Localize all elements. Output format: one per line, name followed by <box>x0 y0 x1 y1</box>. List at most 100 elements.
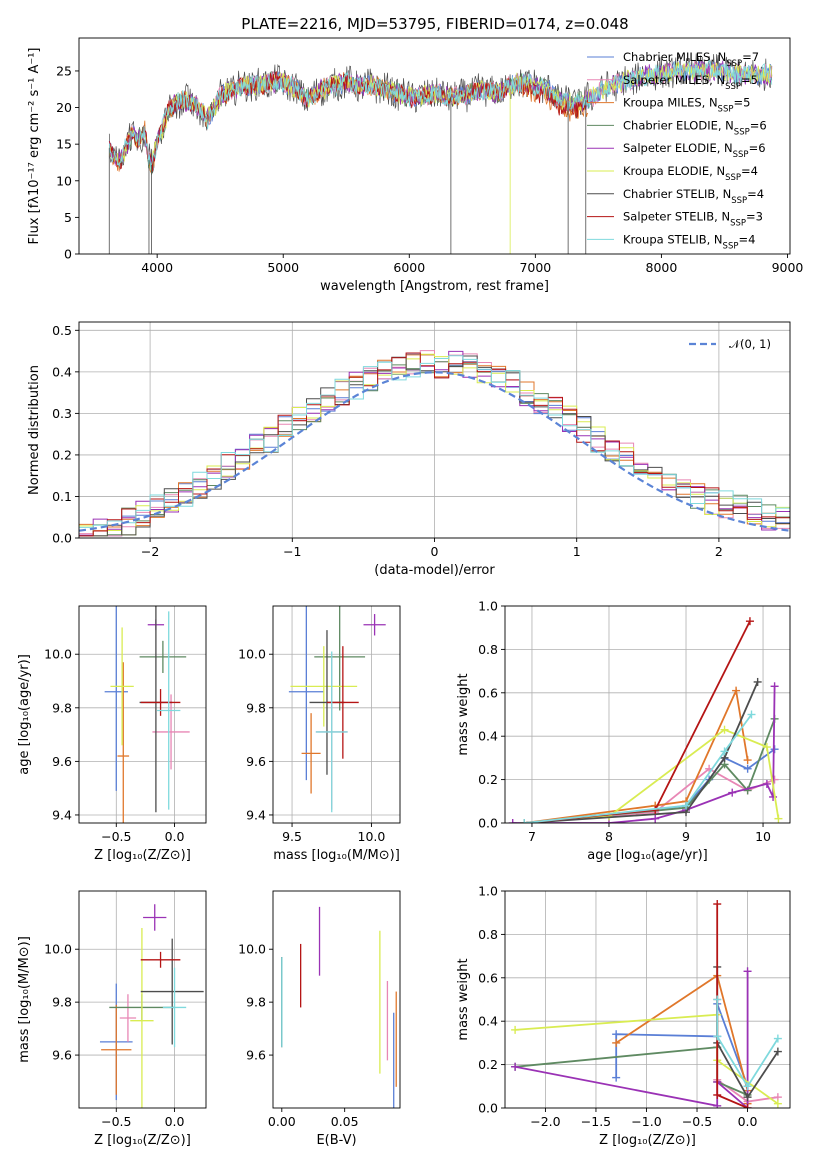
x-axis-label: E(B-V) <box>316 1133 356 1148</box>
y-tick-label: 10.0 <box>238 647 266 662</box>
series-marker <box>682 801 691 810</box>
axes-frame <box>504 890 791 1109</box>
axes-frame <box>504 605 791 824</box>
x-tick-label: −0.5 <box>101 829 131 844</box>
series-marker <box>774 814 783 823</box>
panel-age_Z: −0.5 0.0 9.4 9.6 9.8 10.0 Z [log₁₀(Z/Z⊙)] age [… <box>17 605 207 863</box>
series-marker <box>762 743 771 752</box>
series-line-8 <box>716 999 779 1089</box>
y-tick-label: 0.6 <box>478 685 498 700</box>
series-marker <box>612 1030 621 1039</box>
panel-weight_Z: −2.0 −1.5 −1.0 −0.5 0.0 0.0 0.2 0.4 0.6 0.8 1.0 Z [… <box>456 884 791 1148</box>
y-tick-label: 9.6 <box>52 1048 72 1063</box>
x-tick-label: 4000 <box>141 260 173 275</box>
y-tick-label: 9.8 <box>246 700 266 715</box>
histogram-step-8 <box>79 355 790 538</box>
panel-mass_EBV: 0.00 0.05 9.6 9.8 10.0 E(B-V) <box>238 890 401 1148</box>
x-tick-label: 10.0 <box>358 829 386 844</box>
spectrum-line-5 <box>108 61 773 171</box>
series-line-6 <box>524 681 759 823</box>
axes-frame <box>272 890 401 1109</box>
y-tick-label: 0.8 <box>478 927 498 942</box>
y-tick-label: 10 <box>56 173 72 188</box>
legend-entry: Kroupa STELIB, NSSP=4 <box>623 232 755 251</box>
x-tick-label: −2 <box>141 544 159 559</box>
legend-entry: Chabrier STELIB, NSSP=4 <box>623 187 764 206</box>
series-marker <box>720 747 729 756</box>
x-tick-label: −1.0 <box>631 1114 661 1129</box>
panel-age_mass: 9.5 10.0 9.4 9.6 9.8 10.0 mass [log₁₀(M/M⊙)] <box>238 605 401 863</box>
axes-frame <box>78 890 207 1109</box>
x-axis-label: wavelength [Angstrom, rest frame] <box>320 279 549 294</box>
x-tick-label: 10 <box>755 829 771 844</box>
series-marker <box>773 1034 782 1043</box>
legend-entry: Chabrier ELODIE, NSSP=6 <box>623 118 767 137</box>
series-marker <box>728 788 737 797</box>
x-axis-label: (data-model)/error <box>374 563 495 578</box>
x-tick-label: 8000 <box>646 260 678 275</box>
y-tick-label: 5 <box>64 210 72 225</box>
y-tick-label: 20 <box>56 100 72 115</box>
y-tick-label: 1.0 <box>478 884 498 899</box>
series-marker <box>713 1032 722 1041</box>
series-marker <box>713 1090 722 1099</box>
axes-frame <box>78 605 207 824</box>
x-tick-label: 9.5 <box>282 829 302 844</box>
y-tick-label: 9.6 <box>246 754 266 769</box>
x-tick-label: 7 <box>528 829 536 844</box>
series-marker <box>612 1038 621 1047</box>
y-tick-label: 0.3 <box>52 406 72 421</box>
plot-area-spectrum <box>108 53 773 254</box>
plot-area-age_mass <box>288 606 386 813</box>
y-tick-label: 0.5 <box>52 323 72 338</box>
series-line-7 <box>524 620 751 823</box>
legend-entry: Salpeter MILES, NSSP=5 <box>623 73 758 92</box>
x-tick-label: 6000 <box>393 260 425 275</box>
normal-reference-curve <box>79 371 790 532</box>
y-tick-label: 9.8 <box>52 995 72 1010</box>
legend-entry: Salpeter STELIB, NSSP=3 <box>623 210 763 229</box>
y-tick-label: 9.8 <box>52 700 72 715</box>
spectrum-line-8 <box>108 59 773 171</box>
series-marker <box>743 1082 752 1091</box>
x-axis-label: Z [log₁₀(Z/Z⊙)] <box>599 1133 696 1148</box>
y-tick-label: 1.0 <box>478 599 498 614</box>
legend-entry: Chabrier MILES, NSSP=7 <box>623 50 759 69</box>
x-tick-label: −0.5 <box>682 1114 712 1129</box>
y-tick-label: 9.6 <box>52 754 72 769</box>
series-marker <box>511 1025 520 1034</box>
y-tick-label: 9.6 <box>246 1048 266 1063</box>
y-tick-label: 9.8 <box>246 995 266 1010</box>
figure-title: PLATE=2216, MJD=53795, FIBERID=0174, z=0… <box>241 15 628 33</box>
series-marker <box>651 814 660 823</box>
x-tick-label: 0.0 <box>738 1114 758 1129</box>
series-marker <box>743 786 752 795</box>
y-axis-label: Flux [fλ10⁻¹⁷ erg cm⁻² s⁻¹ A⁻¹] <box>27 48 42 245</box>
y-tick-label: 0.8 <box>478 642 498 657</box>
series-marker <box>745 617 754 626</box>
series-marker <box>753 677 762 686</box>
panel-residuals: −2 −1 0 1 2 0.0 0.1 0.2 0.3 0.4 0.5 (data-model)/er… <box>27 321 791 578</box>
y-axis-label: mass weight <box>456 958 471 1040</box>
plot-area-weight_age <box>508 617 783 823</box>
series-marker <box>762 779 771 788</box>
spectrum-legend: Chabrier MILES, NSSP=7 Salpeter MILES, NS… <box>587 50 767 251</box>
y-tick-label: 0.4 <box>478 1014 498 1029</box>
panel-spectrum: 4000 5000 6000 7000 8000 9000 0 5 10 15 20 25 wavele… <box>27 37 804 294</box>
x-tick-label: 0.0 <box>165 829 185 844</box>
series-marker <box>713 900 722 909</box>
x-tick-label: −1 <box>283 544 301 559</box>
y-tick-label: 0.6 <box>478 970 498 985</box>
series-line-3 <box>515 1046 748 1096</box>
y-axis-label: mass [log₁₀(M/M⊙)] <box>17 936 32 1063</box>
series-marker <box>612 1073 621 1082</box>
series-line-4 <box>514 971 749 1108</box>
plot-area-age_Z <box>104 606 190 823</box>
legend-entry: 𝒩(0, 1) <box>729 337 771 351</box>
x-tick-label: 0 <box>431 544 439 559</box>
x-tick-label: 9000 <box>772 260 804 275</box>
x-axis-label: Z [log₁₀(Z/Z⊙)] <box>94 1133 191 1148</box>
x-tick-label: 0.05 <box>331 1114 359 1129</box>
y-tick-label: 10.0 <box>44 942 72 957</box>
